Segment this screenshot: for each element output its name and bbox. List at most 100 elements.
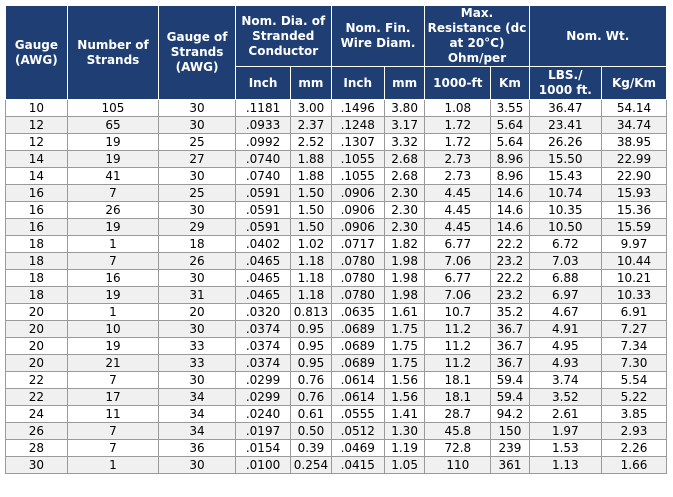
table-cell: 22.2 xyxy=(490,269,530,287)
table-cell: 18 xyxy=(5,252,68,270)
table-cell: 10.35 xyxy=(528,201,603,219)
table-cell: 18.1 xyxy=(424,371,492,389)
table-row: 24 11 34.0240 0.61.0555 1.41 28.7 94.2 2.61 3.85 xyxy=(5,405,667,423)
table-cell: 3.74 xyxy=(528,371,603,389)
table-cell: 18 xyxy=(5,235,68,253)
table-row: 30 1 30.0100 0.254.0415 1.05 110 361 1.13 1.66 xyxy=(5,456,667,474)
header-nom-wt: Nom. Wt. xyxy=(528,5,668,67)
table-row: 20 21 33.0374 0.95.0689 1.75 11.2 36.7 4.93 7.30 xyxy=(5,354,667,372)
table-cell: 28 xyxy=(5,439,68,457)
table-cell: 10.33 xyxy=(601,286,667,304)
header-nom-dia-conductor: Nom. Dia. of Stranded Conductor xyxy=(234,5,332,67)
table-cell: 1.05 xyxy=(383,456,426,474)
table-cell: 5.22 xyxy=(601,388,667,406)
table-cell: 0.813 xyxy=(290,303,332,321)
table-cell: 239 xyxy=(490,439,530,457)
table-cell: 1.50 xyxy=(290,218,332,236)
table-row: 22 17 34.0299 0.76.0614 1.56 18.1 59.4 3.52 5.22 xyxy=(5,388,667,406)
table-cell: 26 xyxy=(66,201,160,219)
table-cell: .0992 xyxy=(234,133,292,151)
table-cell: .0402 xyxy=(234,235,292,253)
subheader-lbs-per-1000-ft: LBS./ 1000 ft. xyxy=(528,66,603,100)
table-cell: 24 xyxy=(5,405,68,423)
table-cell: 1.02 xyxy=(290,235,332,253)
subheader-inch: Inch xyxy=(330,66,385,100)
table-cell: 34 xyxy=(158,422,236,440)
table-cell: 30 xyxy=(158,320,236,338)
table-cell: 8.96 xyxy=(490,150,530,168)
table-cell: 1.98 xyxy=(383,286,426,304)
table-cell: .0906 xyxy=(330,201,385,219)
table-cell: 1.30 xyxy=(383,422,426,440)
table-cell: 1.66 xyxy=(601,456,667,474)
table-cell: 30 xyxy=(158,167,236,185)
table-cell: 1.75 xyxy=(383,354,426,372)
table-cell: 22 xyxy=(5,388,68,406)
table-cell: 1.53 xyxy=(528,439,603,457)
table-cell: 1.72 xyxy=(424,133,492,151)
table-cell: .1181 xyxy=(234,99,292,117)
table-cell: 1.72 xyxy=(424,116,492,134)
table-cell: 38.95 xyxy=(601,133,667,151)
table-cell: 25 xyxy=(158,184,236,202)
table-cell: 20 xyxy=(5,320,68,338)
table-cell: .1055 xyxy=(330,167,385,185)
table-cell: 2.61 xyxy=(528,405,603,423)
table-cell: 110 xyxy=(424,456,492,474)
table-cell: 0.254 xyxy=(290,456,332,474)
table-cell: 3.17 xyxy=(383,116,426,134)
table-row: 14 41 30.0740 1.88.1055 2.68 2.73 8.96 15.43 22.… xyxy=(5,167,667,185)
table-row: 14 19 27.0740 1.88.1055 2.68 2.73 8.96 15.50 22.… xyxy=(5,150,667,168)
table-cell: 105 xyxy=(66,99,160,117)
table-cell: 7 xyxy=(66,252,160,270)
table-row: 18 19 31.0465 1.18.0780 1.98 7.06 23.2 6.97 10.3… xyxy=(5,286,667,304)
table-cell: .0614 xyxy=(330,388,385,406)
table-cell: 6.97 xyxy=(528,286,603,304)
table-cell: .0465 xyxy=(234,252,292,270)
table-cell: 21 xyxy=(66,354,160,372)
table-cell: 3.32 xyxy=(383,133,426,151)
table-cell: 20 xyxy=(158,303,236,321)
table-cell: 2.37 xyxy=(290,116,332,134)
table-cell: 19 xyxy=(66,150,160,168)
table-row: 12 19 25.0992 2.52.1307 3.32 1.72 5.64 26.26 38.… xyxy=(5,133,667,151)
table-cell: 1.18 xyxy=(290,269,332,287)
table-cell: 33 xyxy=(158,337,236,355)
table-cell: 2.30 xyxy=(383,201,426,219)
table-cell: 45.8 xyxy=(424,422,492,440)
table-cell: 2.30 xyxy=(383,218,426,236)
table-cell: 31 xyxy=(158,286,236,304)
table-cell: .0154 xyxy=(234,439,292,457)
table-row: 16 7 25.0591 1.50.0906 2.30 4.45 14.6 10.74 15.9… xyxy=(5,184,667,202)
table-cell: .0240 xyxy=(234,405,292,423)
table-cell: 36.47 xyxy=(528,99,603,117)
table-cell: 10.44 xyxy=(601,252,667,270)
table-row: 16 19 29.0591 1.50.0906 2.30 4.45 14.6 10.50 15.… xyxy=(5,218,667,236)
table-cell: 22.2 xyxy=(490,235,530,253)
table-cell: 23.41 xyxy=(528,116,603,134)
table-cell: 28.7 xyxy=(424,405,492,423)
table-cell: .0299 xyxy=(234,371,292,389)
table-cell: 36.7 xyxy=(490,320,530,338)
table-cell: .0591 xyxy=(234,218,292,236)
table-cell: .0591 xyxy=(234,184,292,202)
table-cell: 33 xyxy=(158,354,236,372)
table-cell: 1.98 xyxy=(383,252,426,270)
table-cell: 10 xyxy=(5,99,68,117)
table-cell: 26.26 xyxy=(528,133,603,151)
table-cell: 59.4 xyxy=(490,388,530,406)
table-cell: 22 xyxy=(5,371,68,389)
table-cell: 14 xyxy=(5,167,68,185)
table-cell: 3.80 xyxy=(383,99,426,117)
table-cell: 1.56 xyxy=(383,371,426,389)
table-row: 18 1 18.0402 1.02.0717 1.82 6.77 22.2 6.72 9.97 xyxy=(5,235,667,253)
table-cell: 1.88 xyxy=(290,167,332,185)
table-cell: 1.18 xyxy=(290,252,332,270)
table-cell: 20 xyxy=(5,354,68,372)
table-cell: 1.97 xyxy=(528,422,603,440)
subheader-kg-per-km: Kg/Km xyxy=(601,66,667,100)
table-row: 20 1 20.0320 0.813.0635 1.61 10.7 35.2 4.67 6.91 xyxy=(5,303,667,321)
table-cell: 14.6 xyxy=(490,184,530,202)
table-cell: .1496 xyxy=(330,99,385,117)
table-cell: 4.91 xyxy=(528,320,603,338)
